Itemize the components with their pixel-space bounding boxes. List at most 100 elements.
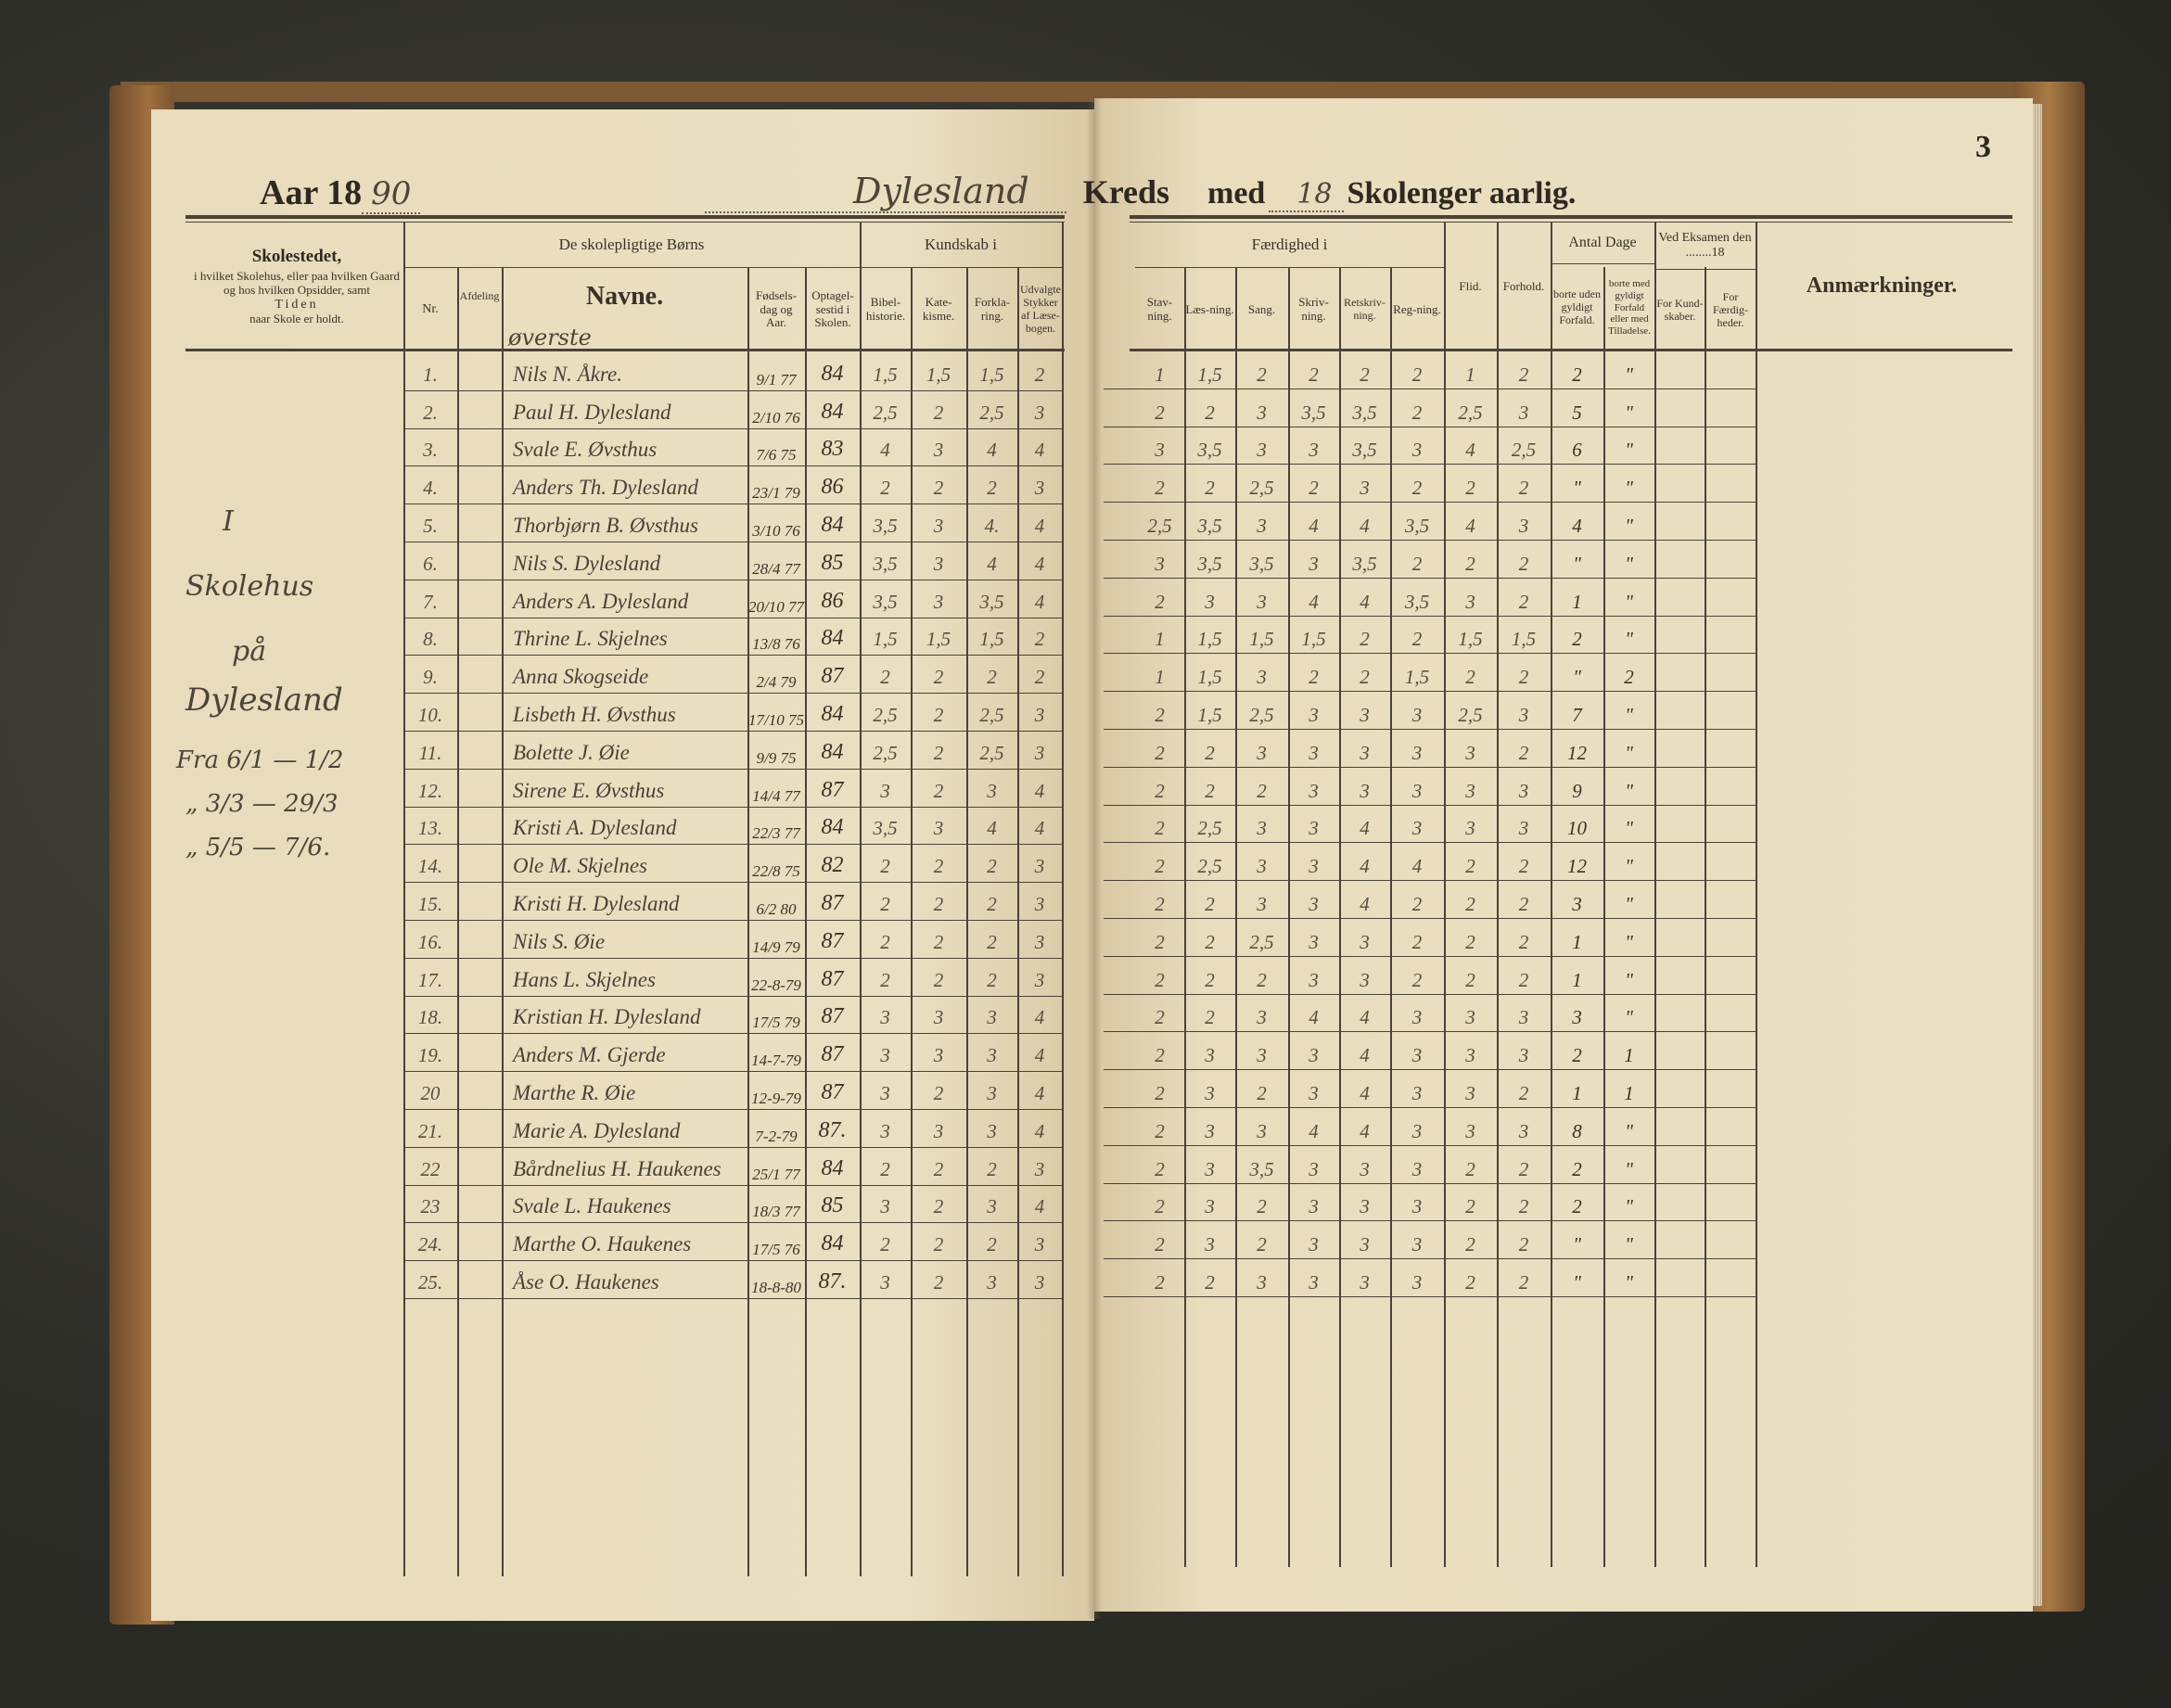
grade-arithmetic: 2 bbox=[1390, 465, 1444, 503]
days-absent-with-excuse-text: 1 bbox=[1624, 1081, 1634, 1104]
header-absent-with: borte med gyldigt Forfald eller med Till… bbox=[1608, 278, 1651, 337]
grade-singing: 3 bbox=[1235, 655, 1288, 693]
grade-reader: 3 bbox=[1017, 920, 1062, 958]
days-absent-without-excuse: 12 bbox=[1551, 844, 1603, 882]
grade-diligence-text: 4 bbox=[1465, 439, 1475, 462]
row-number-text: 19. bbox=[417, 1044, 443, 1067]
grade-reading-text: 2 bbox=[1205, 892, 1215, 915]
grade-conduct: 3 bbox=[1497, 807, 1551, 845]
grade-writing: 4 bbox=[1288, 580, 1339, 618]
grade-diligence: 2 bbox=[1444, 542, 1497, 580]
grade-reader: 2 bbox=[1017, 655, 1062, 693]
birth-date: 7/6 75 bbox=[747, 428, 805, 466]
grade-orthography-text: 3 bbox=[1360, 703, 1370, 726]
grade-writing-text: 3 bbox=[1309, 1081, 1319, 1104]
grade-arithmetic-text: 4 bbox=[1411, 855, 1423, 878]
days-absent-with-excuse-text: " bbox=[1625, 855, 1633, 878]
days-absent-with-excuse-text: 1 bbox=[1624, 1044, 1634, 1067]
grade-bible-history-text: 3,5 bbox=[873, 590, 898, 613]
grade-catechism: 2 bbox=[911, 958, 966, 996]
grade-orthography: 4 bbox=[1339, 1109, 1390, 1147]
days-absent-without-excuse: 3 bbox=[1551, 882, 1603, 920]
days-absent-without-excuse-text: " bbox=[1573, 1270, 1581, 1294]
grade-singing: 3 bbox=[1235, 731, 1288, 769]
student-name-text: Marthe O. Haukenes bbox=[513, 1232, 692, 1256]
grade-singing: 2,5 bbox=[1235, 465, 1288, 503]
student-name-text: Anna Skogseide bbox=[513, 665, 649, 689]
double-rule bbox=[185, 215, 1065, 219]
grade-spelling-text: 2 bbox=[1155, 817, 1165, 840]
grade-singing: 2,5 bbox=[1235, 693, 1288, 731]
days-absent-with-excuse: " bbox=[1603, 1109, 1654, 1147]
row-number-text: 17. bbox=[417, 968, 443, 991]
grade-explanation: 2,5 bbox=[966, 731, 1017, 769]
grade-bible-history-text: 3 bbox=[880, 1270, 890, 1294]
grade-orthography-text: 2 bbox=[1360, 666, 1370, 689]
grade-arithmetic-text: 1,5 bbox=[1404, 666, 1430, 689]
grade-reader: 3 bbox=[1017, 465, 1062, 503]
double-rule bbox=[185, 222, 1065, 223]
admission-year: 87 bbox=[805, 958, 860, 996]
grade-singing: 3,5 bbox=[1235, 1147, 1288, 1185]
days-absent-with-excuse: " bbox=[1603, 428, 1654, 466]
admission-year: 83 bbox=[805, 428, 860, 466]
grade-arithmetic: 3 bbox=[1390, 428, 1444, 466]
grade-explanation-text: 4 bbox=[987, 817, 997, 840]
student-name-text: Svale L. Haukenes bbox=[513, 1194, 671, 1218]
column-line bbox=[403, 223, 405, 1576]
grade-spelling: 1 bbox=[1135, 352, 1184, 390]
birth-date: 23/1 79 bbox=[747, 465, 805, 503]
grade-writing: 3 bbox=[1288, 1222, 1339, 1260]
student-name: Nils N. Åkre. bbox=[502, 352, 747, 390]
student-name: Marthe R. Øie bbox=[502, 1071, 747, 1109]
column-line bbox=[1288, 267, 1290, 1567]
row-line bbox=[403, 465, 1062, 467]
grade-reading-text: 3,5 bbox=[1197, 514, 1222, 537]
birth-date-text: 2/10 76 bbox=[752, 408, 800, 427]
birth-date: 14-7-79 bbox=[747, 1033, 805, 1071]
grade-writing-text: 3 bbox=[1309, 741, 1319, 764]
grade-diligence-text: 2 bbox=[1465, 1195, 1475, 1218]
grade-explanation-text: 2 bbox=[987, 1157, 997, 1180]
grade-bible-history: 2 bbox=[860, 1147, 911, 1185]
grade-writing-text: 3,5 bbox=[1301, 401, 1326, 424]
grade-reader: 3 bbox=[1017, 390, 1062, 428]
grade-spelling-text: 1 bbox=[1155, 363, 1165, 386]
grade-conduct: 2 bbox=[1497, 1260, 1551, 1298]
row-line bbox=[1104, 804, 1756, 806]
days-absent-without-excuse: 1 bbox=[1551, 580, 1603, 618]
grade-reader-text: 3 bbox=[1034, 855, 1045, 878]
birth-date-text: 13/8 76 bbox=[752, 635, 800, 654]
row-number: 22 bbox=[403, 1147, 457, 1185]
grade-singing-text: 3 bbox=[1257, 590, 1267, 613]
row-line bbox=[1104, 1031, 1756, 1033]
days-absent-without-excuse-text: " bbox=[1573, 552, 1581, 575]
days-absent-with-excuse: " bbox=[1603, 731, 1654, 769]
grade-orthography-text: 3 bbox=[1360, 741, 1370, 764]
grade-diligence-text: 3 bbox=[1465, 817, 1475, 840]
days-absent-without-excuse-text: 6 bbox=[1572, 439, 1582, 462]
days-absent-with-excuse-text: " bbox=[1625, 439, 1633, 462]
grade-arithmetic-text: 2 bbox=[1411, 968, 1423, 991]
grade-catechism-text: 3 bbox=[933, 817, 944, 840]
grade-arithmetic-text: 3 bbox=[1411, 703, 1423, 726]
days-absent-without-excuse: 2 bbox=[1551, 1185, 1603, 1223]
grade-singing-text: 3 bbox=[1257, 817, 1267, 840]
grade-bible-history-text: 1,5 bbox=[873, 628, 898, 651]
days-absent-without-excuse-text: 2 bbox=[1572, 1195, 1582, 1218]
grade-orthography: 3 bbox=[1339, 693, 1390, 731]
grade-writing: 3 bbox=[1288, 958, 1339, 996]
grade-orthography-text: 3 bbox=[1360, 968, 1370, 991]
grade-diligence-text: 2 bbox=[1465, 1233, 1475, 1256]
days-absent-without-excuse-text: 5 bbox=[1572, 401, 1582, 424]
birth-date: 7-2-79 bbox=[747, 1109, 805, 1147]
grade-diligence: 2 bbox=[1444, 844, 1497, 882]
student-name: Nils S. Dylesland bbox=[502, 542, 747, 580]
grade-catechism-text: 2 bbox=[933, 1195, 944, 1218]
grade-explanation-text: 4 bbox=[987, 552, 997, 575]
grade-explanation: 4 bbox=[966, 428, 1017, 466]
grade-orthography-text: 3,5 bbox=[1352, 401, 1377, 424]
grade-orthography-text: 3 bbox=[1360, 1270, 1370, 1294]
row-number-text: 2. bbox=[423, 401, 438, 424]
grade-arithmetic: 3 bbox=[1390, 1222, 1444, 1260]
